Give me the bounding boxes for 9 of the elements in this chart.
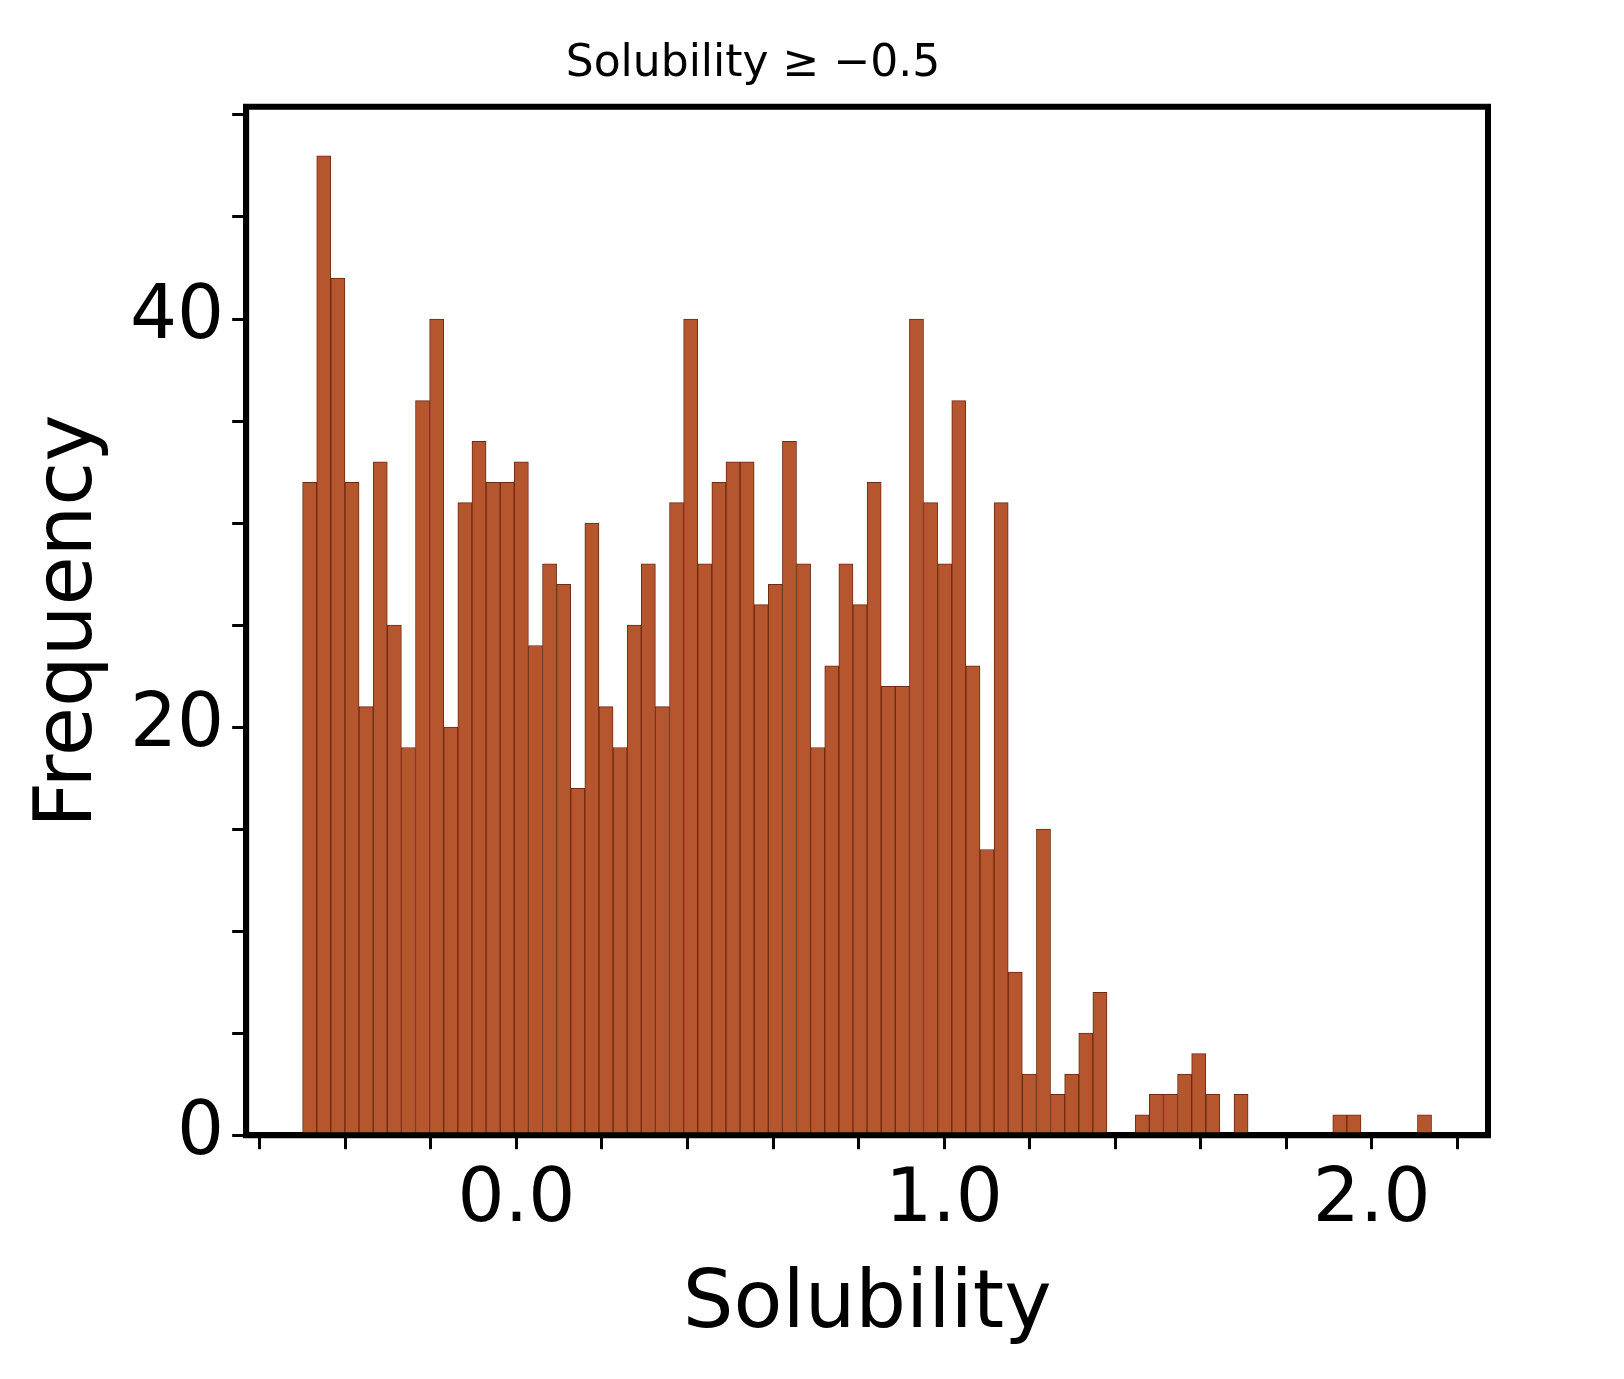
x-tick-label: 1.0 [885, 1151, 1003, 1238]
x-axis-title: Solubility [682, 1252, 1052, 1346]
y-axis-title: Frequency [16, 414, 110, 828]
x-tick-label: 0.0 [457, 1151, 576, 1238]
y-tick-label: 0 [177, 1085, 225, 1172]
y-tick-label: 40 [129, 269, 225, 356]
x-tick-label: 2.0 [1312, 1151, 1431, 1238]
chart-title: Solubility ≥ −0.5 [565, 34, 941, 86]
y-tick-label: 20 [129, 677, 225, 764]
